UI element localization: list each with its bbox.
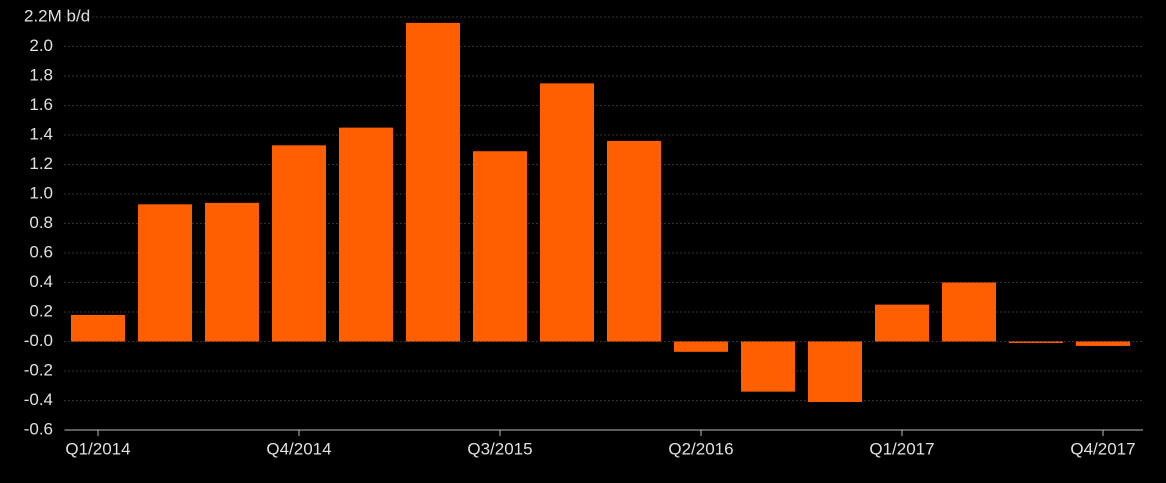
bar [473, 151, 527, 342]
bar [205, 202, 259, 342]
x-tick-label: Q4/2014 [266, 439, 331, 458]
y-tick-label: 0.2 [29, 301, 53, 320]
y-tick-label: 0.4 [29, 272, 53, 291]
y-tick-label: 2.2M b/d [24, 6, 90, 25]
bar [138, 204, 192, 342]
bar [272, 145, 326, 342]
y-tick-label: 1.8 [29, 65, 53, 84]
x-tick-label: Q2/2016 [668, 439, 733, 458]
y-tick-label: -0.6 [24, 419, 53, 438]
bar [607, 140, 661, 342]
y-tick-label: 0.6 [29, 242, 53, 261]
bar [540, 83, 594, 342]
bar [71, 314, 125, 342]
bar [808, 341, 862, 402]
bar [1076, 341, 1130, 346]
y-tick-label: 1.6 [29, 95, 53, 114]
x-tick-label: Q3/2015 [467, 439, 532, 458]
y-tick-label: 2.0 [29, 36, 53, 55]
y-tick-label: 1.0 [29, 183, 53, 202]
bar [339, 127, 393, 342]
bar [406, 22, 460, 342]
bar [875, 304, 929, 342]
y-tick-label: -0.4 [24, 390, 53, 409]
x-tick-label: Q1/2017 [869, 439, 934, 458]
y-tick-label: -0.2 [24, 360, 53, 379]
bar [674, 341, 728, 352]
bar [741, 341, 795, 392]
bar [942, 282, 996, 342]
x-tick-label: Q4/2017 [1070, 439, 1135, 458]
bar [1009, 341, 1063, 343]
x-tick-label: Q1/2014 [65, 439, 130, 458]
y-tick-label: 1.4 [29, 124, 53, 143]
y-tick-label: -0.0 [24, 331, 53, 350]
y-tick-label: 1.2 [29, 154, 53, 173]
y-tick-label: 0.8 [29, 213, 53, 232]
